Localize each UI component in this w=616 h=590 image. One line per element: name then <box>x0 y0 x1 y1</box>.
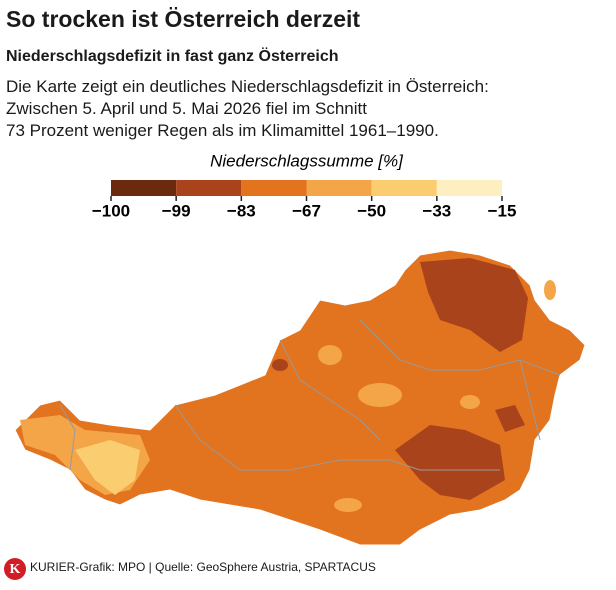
legend-tick-label: −33 <box>422 201 451 220</box>
description-line: Zwischen 5. April und 5. Mai 2026 fiel i… <box>6 99 367 118</box>
legend-tick-label: −100 <box>92 201 130 220</box>
region-moderate <box>334 498 362 512</box>
state-borders <box>59 319 561 471</box>
border <box>279 339 381 441</box>
region-moderate <box>544 280 556 300</box>
region-very-dry <box>395 425 505 500</box>
footer: KURIER-Grafik: MPO | Quelle: GeoSphere A… <box>30 560 376 574</box>
legend-bin <box>306 180 372 196</box>
region-moderate <box>318 345 342 365</box>
legend-tick-label: −99 <box>162 201 191 220</box>
logo-letter: K <box>10 562 21 577</box>
legend-bin <box>176 180 242 196</box>
region-very-dry <box>420 258 528 352</box>
border <box>59 404 76 471</box>
logo-badge <box>4 558 26 580</box>
description-line: 73 Prozent weniger Regen als im Klimamit… <box>6 121 439 140</box>
region-light <box>75 440 140 495</box>
region-moderate <box>358 383 402 407</box>
legend-bin <box>111 180 177 196</box>
subtitle: Niederschlagsdefizit in fast ganz Österr… <box>6 48 339 65</box>
legend-bin <box>371 180 437 196</box>
legend-tick-label: −67 <box>292 201 321 220</box>
region-moderate <box>460 395 480 409</box>
region-very-dry <box>272 359 288 371</box>
legend-tick-label: −15 <box>488 201 517 220</box>
border <box>359 319 561 376</box>
region-very-dry <box>495 405 525 432</box>
border <box>519 359 541 441</box>
border <box>174 404 500 471</box>
legend-bin <box>241 180 307 196</box>
legend-tick-label: −50 <box>357 201 386 220</box>
title: So trocken ist Österreich derzeit <box>6 6 361 32</box>
legend-bin <box>436 180 502 196</box>
description: Die Karte zeigt ein deutliches Niedersch… <box>6 76 489 142</box>
description-line: Die Karte zeigt ein deutliches Niedersch… <box>6 77 489 96</box>
austria-map <box>14 249 586 546</box>
legend: Niederschlagssumme [%] −100 −99 −83 −67 −50 −3… <box>92 151 517 220</box>
legend-tick-label: −83 <box>227 201 256 220</box>
legend-title: Niederschlagssumme [%] <box>210 151 404 170</box>
